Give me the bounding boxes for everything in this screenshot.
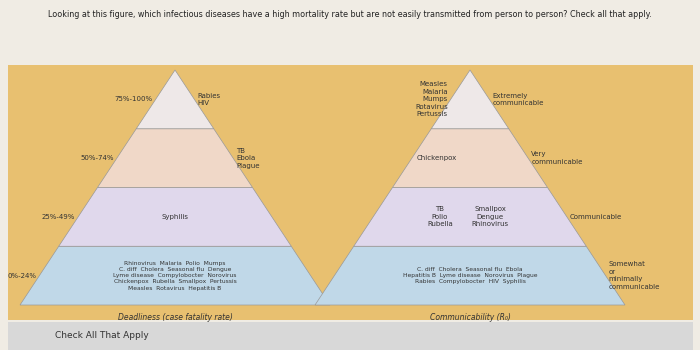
Bar [8,65,693,320]
Text: 25%-49%: 25%-49% [42,214,75,220]
Text: TB
Ebola
Plague: TB Ebola Plague [236,148,260,169]
Text: Rhinovirus  Malaria  Polio  Mumps
C. diff  Cholera  Seasonal flu  Dengue
Lyme di: Rhinovirus Malaria Polio Mumps C. diff C… [113,261,237,290]
Text: Measles
Malaria
Mumps
Rotavirus
Pertussis: Measles Malaria Mumps Rotavirus Pertussi… [415,82,447,117]
Text: C. diff  Cholera  Seasonal flu  Ebola
Hepatitis B  Lyme disease  Norovirus  Plag: C. diff Cholera Seasonal flu Ebola Hepat… [402,267,538,284]
Text: Deadliness (case fatality rate): Deadliness (case fatality rate) [118,313,232,322]
Text: Rabies
HIV: Rabies HIV [197,93,220,106]
Bar [8,322,693,350]
Text: Very
communicable: Very communicable [531,151,582,165]
Text: Somewhat
or
minimally
communicable: Somewhat or minimally communicable [608,261,660,290]
Polygon shape [20,246,330,305]
Polygon shape [315,246,625,305]
Text: Smallpox
Dengue
Rhinovirus: Smallpox Dengue Rhinovirus [471,206,509,228]
Polygon shape [393,129,547,188]
Polygon shape [354,188,587,246]
Text: Syphilis: Syphilis [162,214,188,220]
Text: 50%-74%: 50%-74% [80,155,114,161]
Text: 75%-100%: 75%-100% [115,96,153,102]
Polygon shape [59,188,291,246]
Text: Chickenpox: Chickenpox [417,155,457,161]
Text: Communicable: Communicable [570,214,622,220]
Text: 0%-24%: 0%-24% [8,273,36,279]
Text: Communicability (R₀): Communicability (R₀) [430,313,510,322]
Polygon shape [136,70,214,129]
Text: TB
Polio
Rubella: TB Polio Rubella [427,206,453,228]
Text: Looking at this figure, which infectious diseases have a high mortality rate but: Looking at this figure, which infectious… [48,10,652,19]
Polygon shape [97,129,253,188]
Text: Extremely
communicable: Extremely communicable [492,93,544,106]
Text: Check All That Apply: Check All That Apply [55,331,148,341]
Polygon shape [431,70,509,129]
